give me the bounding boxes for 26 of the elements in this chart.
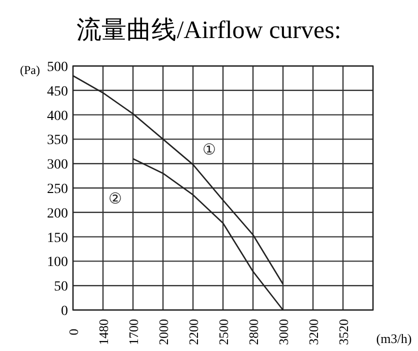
y-tick-label: 300 (47, 158, 68, 173)
x-tick-label: 3000 (276, 319, 291, 345)
x-tick-label: 2000 (156, 319, 171, 345)
y-tick-label: 250 (47, 182, 68, 197)
x-tick-label: 3520 (336, 319, 351, 345)
x-tick-label: 2800 (246, 319, 261, 345)
y-tick-label: 400 (47, 108, 68, 124)
text: ② (108, 192, 122, 208)
y-tick-label: 100 (47, 255, 68, 270)
x-axis-title: (m3/h) (376, 331, 412, 346)
y-tick-label: 200 (47, 206, 68, 222)
y-tick-label: 450 (47, 84, 68, 100)
x-tick-label: 2200 (186, 319, 201, 345)
chart-title: 流量曲线/Airflow curves: (76, 16, 342, 44)
x-tick-label: 3200 (306, 319, 321, 345)
y-tick-label: 0 (61, 304, 68, 319)
y-tick-label: 150 (47, 230, 68, 246)
y-tick-label: 500 (47, 60, 68, 75)
x-tick-label: 2500 (216, 319, 231, 345)
series-label: ① (202, 142, 216, 159)
y-axis-title: (Pa) (20, 63, 40, 77)
x-tick-label: 1700 (126, 319, 141, 345)
y-tick-label: 50 (54, 280, 68, 295)
x-tick-label: 0 (66, 328, 81, 336)
y-tick-label: 350 (47, 133, 68, 148)
x-tick-label: 1480 (96, 319, 111, 345)
